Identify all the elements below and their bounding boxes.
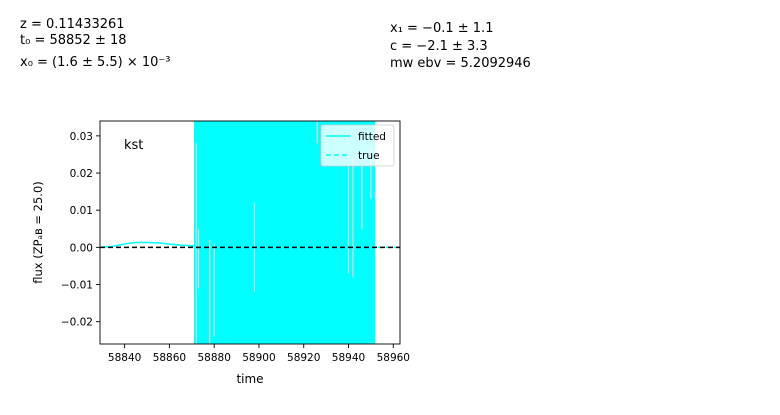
x-tick-label: 58860 [153, 352, 186, 364]
param-x1: x₁ = −0.1 ± 1.1 [390, 21, 494, 36]
param-mwebv: mw ebv = 5.2092946 [390, 56, 531, 71]
x-tick-label: 58940 [332, 352, 365, 364]
x-tick-label: 58900 [242, 352, 275, 364]
y-tick-label: −0.02 [61, 317, 93, 329]
param-t0: t₀ = 58852 ± 18 [20, 33, 127, 48]
y-tick-label: 0.01 [70, 205, 93, 217]
x-axis-label: time [236, 372, 263, 386]
legend: fitted true [320, 124, 395, 167]
x-tick-label: 58880 [197, 352, 230, 364]
x-tick-label: 58840 [108, 352, 141, 364]
y-axis-label: flux (ZPₐʙ = 25.0) [31, 181, 45, 284]
y-tick-label: −0.01 [61, 280, 93, 292]
y-tick-label: 0.00 [70, 242, 93, 254]
plot-frame [99, 120, 401, 345]
series-line-fitted [100, 241, 195, 249]
y-tick-label: 0.03 [70, 131, 93, 143]
axes: 58840 58860 58880 58900 58920 58940 58960 −0.02… [31, 120, 410, 386]
y-tick-label: 0.02 [70, 168, 93, 180]
legend-label-fitted: fitted [358, 131, 386, 143]
param-z: z = 0.11433261 [20, 17, 125, 32]
param-c: c = −2.1 ± 3.3 [390, 39, 488, 54]
legend-label-true: true [358, 150, 380, 162]
param-x0: x₀ = (1.6 ± 5.5) × 10⁻³ [20, 55, 171, 70]
x-tick-label: 58920 [287, 352, 320, 364]
band-label: kst [124, 138, 143, 153]
x-tick-label: 58960 [377, 352, 410, 364]
